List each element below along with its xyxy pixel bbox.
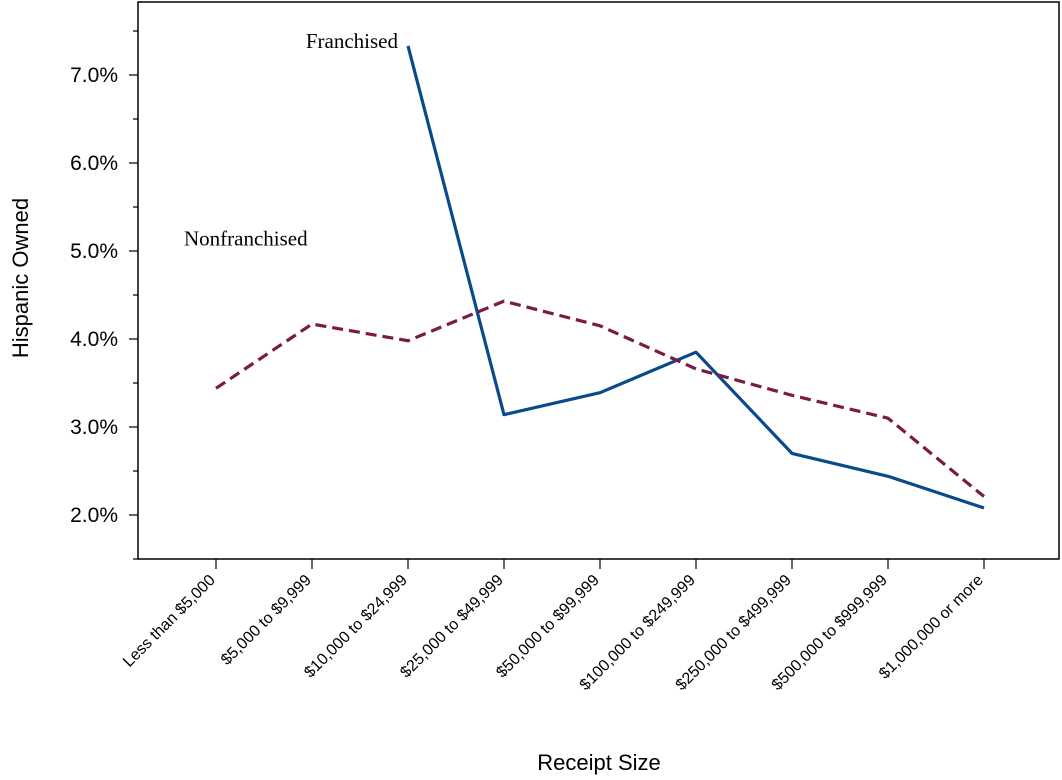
- y-tick-label: 2.0%: [70, 504, 118, 527]
- series-line-franchised: [406, 45, 985, 510]
- series-label-nonfranchised: Nonfranchised: [184, 226, 308, 250]
- y-axis: 2.0% 3.0% 4.0% 5.0% 6.0% 7.0%: [70, 30, 138, 560]
- y-tick-label: 5.0%: [70, 240, 118, 263]
- y-tick-label: 7.0%: [70, 64, 118, 87]
- x-tick-label: $25,000 to $49,999: [397, 572, 507, 682]
- x-tick-label: $5,000 to $9,999: [218, 572, 315, 669]
- y-tick-label: 4.0%: [70, 328, 118, 351]
- x-axis: Less than $5,000 $5,000 to $9,999$10,000 …: [120, 559, 987, 694]
- x-tick-label: Less than $5,000: [120, 572, 219, 671]
- plot-frame: [137, 1, 1060, 560]
- series-label-franchised: Franchised: [306, 29, 399, 53]
- x-tick-label: $10,000 to $24,999: [301, 572, 411, 682]
- y-tick-label: 3.0%: [70, 416, 118, 439]
- x-axis-title: Receipt Size: [537, 750, 661, 775]
- y-tick-label: 6.0%: [70, 152, 118, 175]
- series-line-nonfranchised: [215, 299, 986, 498]
- series-layer: [215, 45, 986, 510]
- x-tick-label: $1,000,000 or more: [876, 572, 987, 683]
- x-tick-label: $50,000 to $99,999: [493, 572, 603, 682]
- series-label-layer: Franchised Nonfranchised: [184, 29, 398, 250]
- y-axis-title: Hispanic Owned: [8, 198, 33, 358]
